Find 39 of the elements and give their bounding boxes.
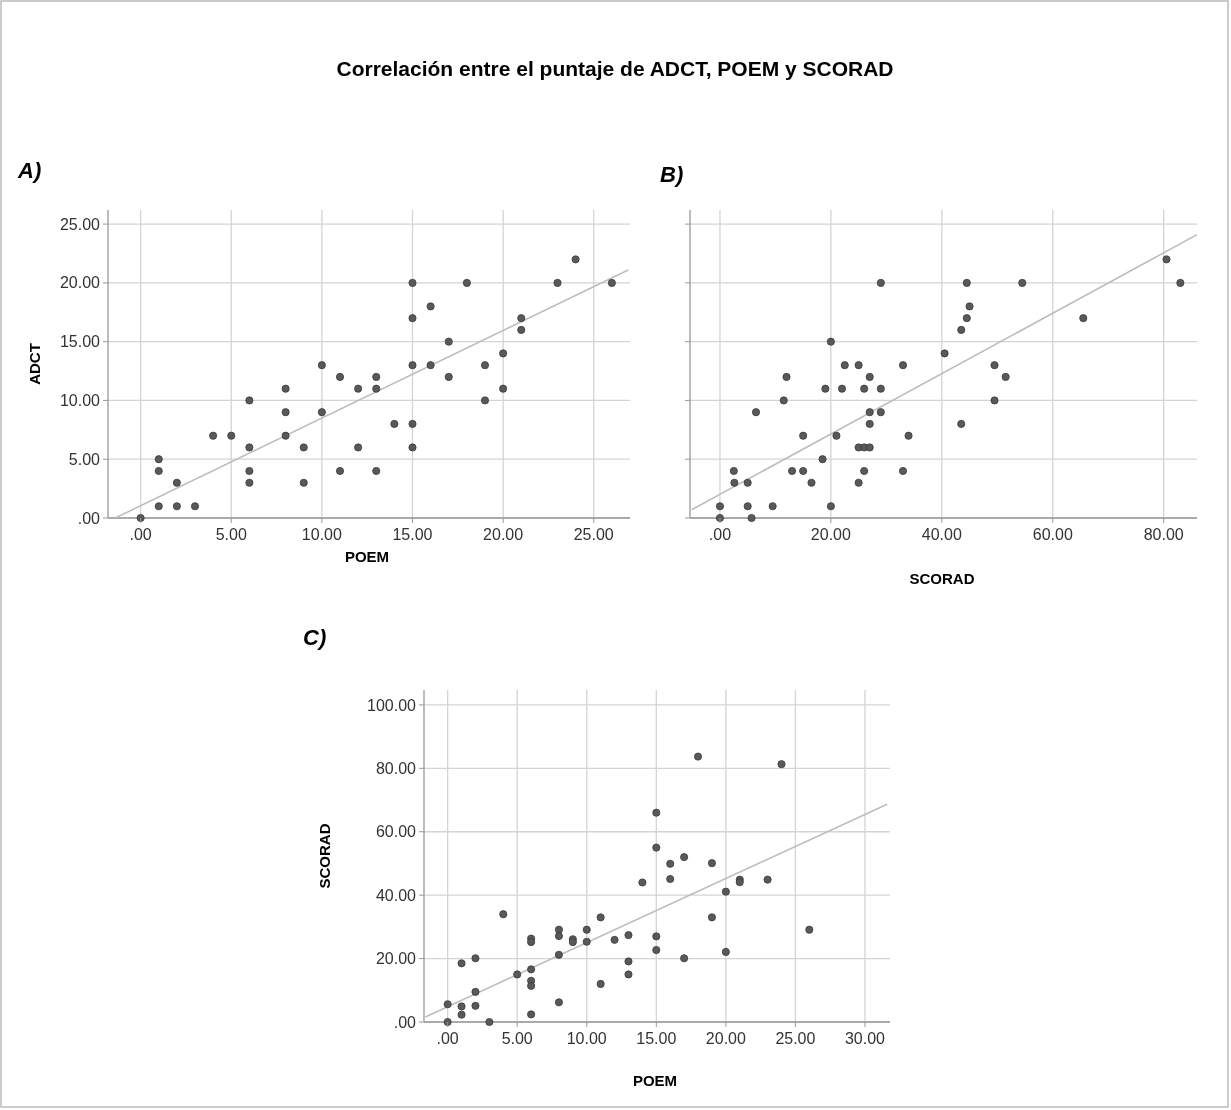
y-tick-label: 40.00 — [375, 886, 417, 904]
y-tick-label: 5.00 — [68, 450, 101, 468]
x-tick-label: 25.00 — [775, 1030, 816, 1047]
text: Correlación entre el puntaje de ADCT, POEM y SCORAD — [336, 57, 894, 80]
x-tick-label: 60.00 — [1032, 526, 1073, 543]
y-tick-label: .00 — [77, 509, 101, 527]
x-tick-label: 40.00 — [921, 526, 962, 543]
y-tick-label: 25.00 — [59, 215, 101, 233]
chart-title: B) — [660, 162, 684, 187]
x-axis-title: POEM — [344, 548, 390, 565]
x-tick-label: 20.00 — [483, 526, 524, 543]
x-tick-label: .00 — [129, 526, 152, 543]
x-tick-label: 5.00 — [501, 1030, 533, 1047]
x-axis-title: SCORAD — [909, 570, 975, 587]
y-axis-title: SCORAD — [316, 823, 333, 889]
y-tick-label: 80.00 — [375, 759, 417, 777]
y-tick-label: 15.00 — [59, 333, 101, 351]
x-tick-label: 30.00 — [844, 1030, 886, 1047]
x-tick-label: .00 — [436, 1030, 459, 1047]
x-tick-label: 10.00 — [566, 1030, 607, 1047]
x-tick-label: 20.00 — [810, 526, 852, 543]
x-tick-label: 5.00 — [215, 526, 247, 543]
y-tick-label: 20.00 — [59, 274, 101, 292]
y-tick-label: 10.00 — [59, 392, 101, 410]
y-axis-title: ADCT — [26, 343, 43, 385]
y-tick-label: 60.00 — [375, 823, 417, 841]
y-tick-label: .00 — [393, 1013, 417, 1031]
y-tick-label: 100.00 — [367, 696, 417, 714]
x-tick-label: 25.00 — [573, 526, 614, 543]
x-axis-title: POEM — [632, 1072, 678, 1089]
x-tick-label: .00 — [708, 526, 732, 543]
chart-title: A) — [17, 158, 42, 183]
x-tick-label: 15.00 — [636, 1030, 677, 1047]
x-tick-label: 20.00 — [705, 1030, 746, 1047]
x-tick-label: 10.00 — [301, 526, 342, 543]
chart-title: C) — [303, 625, 327, 650]
x-tick-label: 80.00 — [1143, 526, 1184, 543]
y-tick-label: 20.00 — [375, 950, 417, 968]
x-tick-label: 15.00 — [392, 526, 433, 543]
